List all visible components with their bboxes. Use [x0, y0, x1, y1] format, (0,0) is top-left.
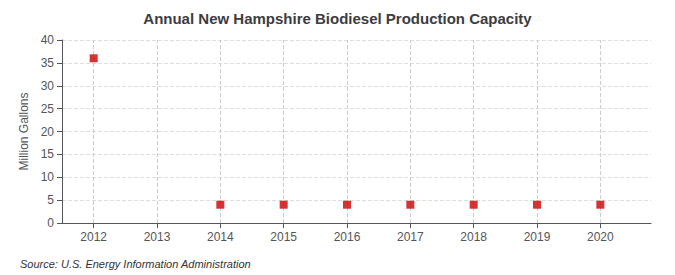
svg-text:2015: 2015: [270, 230, 297, 244]
svg-text:10: 10: [41, 170, 55, 184]
svg-text:5: 5: [47, 193, 54, 207]
svg-text:25: 25: [41, 102, 55, 116]
svg-text:2020: 2020: [587, 230, 614, 244]
svg-text:0: 0: [47, 216, 54, 230]
svg-text:2016: 2016: [334, 230, 361, 244]
svg-text:2014: 2014: [207, 230, 234, 244]
svg-text:15: 15: [41, 147, 55, 161]
svg-text:2013: 2013: [144, 230, 171, 244]
svg-text:30: 30: [41, 79, 55, 93]
svg-text:Million Gallons: Million Gallons: [17, 92, 31, 170]
svg-text:20: 20: [41, 125, 55, 139]
svg-text:Source: U.S. Energy Informatio: Source: U.S. Energy Information Administ…: [20, 258, 251, 270]
svg-text:2018: 2018: [460, 230, 487, 244]
svg-text:2019: 2019: [524, 230, 551, 244]
svg-text:Annual New Hampshire Biodiesel: Annual New Hampshire Biodiesel Productio…: [143, 10, 532, 27]
svg-text:2017: 2017: [397, 230, 424, 244]
svg-text:35: 35: [41, 56, 55, 70]
svg-text:40: 40: [41, 33, 55, 47]
svg-text:2012: 2012: [80, 230, 107, 244]
